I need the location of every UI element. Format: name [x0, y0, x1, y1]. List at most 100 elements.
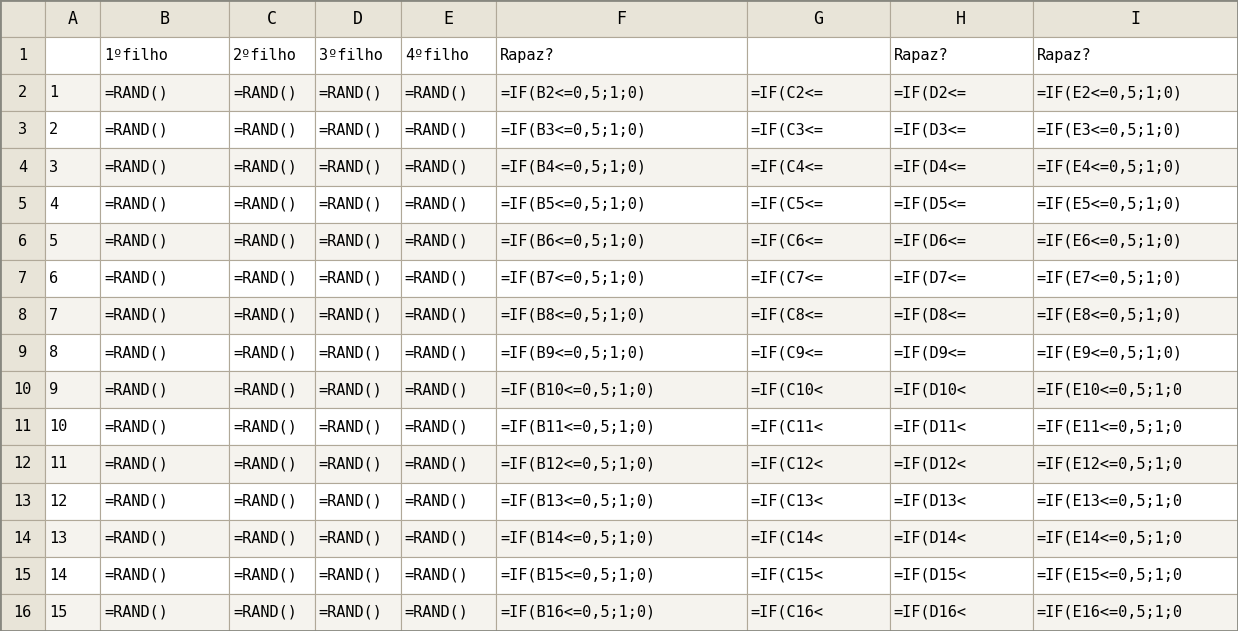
Bar [1032, 223, 1238, 260]
Bar [314, 371, 401, 408]
Bar [747, 483, 890, 520]
Bar [229, 74, 314, 111]
Text: D: D [353, 9, 363, 28]
Bar [229, 297, 314, 334]
Text: =RAND(): =RAND() [319, 233, 383, 249]
Text: =IF(B7<=0,5;1;0): =IF(B7<=0,5;1;0) [500, 271, 646, 286]
Bar [229, 260, 314, 297]
Text: =RAND(): =RAND() [405, 382, 469, 398]
Bar [401, 334, 496, 371]
Bar [46, 445, 100, 483]
Text: =RAND(): =RAND() [104, 531, 168, 546]
Text: =RAND(): =RAND() [104, 568, 168, 583]
Bar [314, 557, 401, 594]
Text: =IF(E9<=0,5;1;0): =IF(E9<=0,5;1;0) [1037, 345, 1182, 360]
Text: =IF(E3<=0,5;1;0): =IF(E3<=0,5;1;0) [1037, 122, 1182, 138]
Bar [1032, 186, 1238, 223]
Bar [890, 74, 1032, 111]
Bar [100, 520, 229, 557]
Text: 12: 12 [50, 493, 68, 509]
Text: =RAND(): =RAND() [104, 493, 168, 509]
Text: G: G [813, 9, 823, 28]
Text: =IF(B6<=0,5;1;0): =IF(B6<=0,5;1;0) [500, 233, 646, 249]
Text: =IF(C7<=: =IF(C7<= [750, 271, 823, 286]
Text: =RAND(): =RAND() [405, 85, 469, 100]
Text: 12: 12 [14, 456, 32, 471]
Text: =RAND(): =RAND() [233, 568, 297, 583]
Bar [496, 37, 747, 74]
Text: =IF(E8<=0,5;1;0): =IF(E8<=0,5;1;0) [1037, 308, 1182, 323]
Bar [229, 371, 314, 408]
Bar [314, 408, 401, 445]
Bar [401, 594, 496, 631]
Text: =RAND(): =RAND() [319, 493, 383, 509]
Bar [890, 297, 1032, 334]
Bar [100, 445, 229, 483]
Bar [747, 557, 890, 594]
Text: 6: 6 [19, 233, 27, 249]
Text: =RAND(): =RAND() [405, 160, 469, 175]
Text: =IF(B2<=0,5;1;0): =IF(B2<=0,5;1;0) [500, 85, 646, 100]
Bar [747, 445, 890, 483]
Text: =RAND(): =RAND() [233, 345, 297, 360]
Bar [46, 408, 100, 445]
Bar [100, 334, 229, 371]
Text: =RAND(): =RAND() [233, 122, 297, 138]
Text: =RAND(): =RAND() [405, 122, 469, 138]
Bar [100, 557, 229, 594]
Text: B: B [160, 9, 170, 28]
Text: =IF(C8<=: =IF(C8<= [750, 308, 823, 323]
Text: =IF(D10<: =IF(D10< [894, 382, 967, 398]
Text: 8: 8 [50, 345, 58, 360]
Text: Rapaz?: Rapaz? [1037, 48, 1092, 63]
Bar [46, 0, 100, 37]
Bar [496, 186, 747, 223]
Text: 6: 6 [50, 271, 58, 286]
Text: =RAND(): =RAND() [104, 85, 168, 100]
Text: =IF(C16<: =IF(C16< [750, 605, 823, 620]
Text: =RAND(): =RAND() [104, 456, 168, 471]
Bar [496, 260, 747, 297]
Bar [314, 111, 401, 148]
Text: =IF(D2<=: =IF(D2<= [894, 85, 967, 100]
Text: =RAND(): =RAND() [319, 531, 383, 546]
Bar [401, 260, 496, 297]
Bar [401, 0, 496, 37]
Bar [890, 0, 1032, 37]
Bar [314, 260, 401, 297]
Bar [100, 408, 229, 445]
Bar [229, 111, 314, 148]
Bar [0, 594, 46, 631]
Text: 11: 11 [50, 456, 68, 471]
Bar [747, 520, 890, 557]
Bar [890, 520, 1032, 557]
Bar [890, 445, 1032, 483]
Text: 8: 8 [19, 308, 27, 323]
Text: =RAND(): =RAND() [405, 531, 469, 546]
Text: =RAND(): =RAND() [405, 568, 469, 583]
Text: =RAND(): =RAND() [405, 605, 469, 620]
Bar [890, 260, 1032, 297]
Bar [401, 483, 496, 520]
Text: =IF(E16<=0,5;1;0: =IF(E16<=0,5;1;0 [1037, 605, 1182, 620]
Text: =IF(B4<=0,5;1;0): =IF(B4<=0,5;1;0) [500, 160, 646, 175]
Text: =RAND(): =RAND() [319, 85, 383, 100]
Bar [314, 445, 401, 483]
Bar [229, 334, 314, 371]
Text: 3: 3 [50, 160, 58, 175]
Bar [496, 0, 747, 37]
Text: =IF(B11<=0,5;1;0): =IF(B11<=0,5;1;0) [500, 420, 655, 434]
Text: Rapaz?: Rapaz? [894, 48, 948, 63]
Bar [46, 557, 100, 594]
Bar [229, 408, 314, 445]
Bar [1032, 408, 1238, 445]
Bar [314, 520, 401, 557]
Bar [46, 483, 100, 520]
Bar [747, 186, 890, 223]
Bar [747, 37, 890, 74]
Bar [314, 37, 401, 74]
Bar [496, 445, 747, 483]
Text: =IF(E7<=0,5;1;0): =IF(E7<=0,5;1;0) [1037, 271, 1182, 286]
Bar [890, 557, 1032, 594]
Text: =RAND(): =RAND() [233, 493, 297, 509]
